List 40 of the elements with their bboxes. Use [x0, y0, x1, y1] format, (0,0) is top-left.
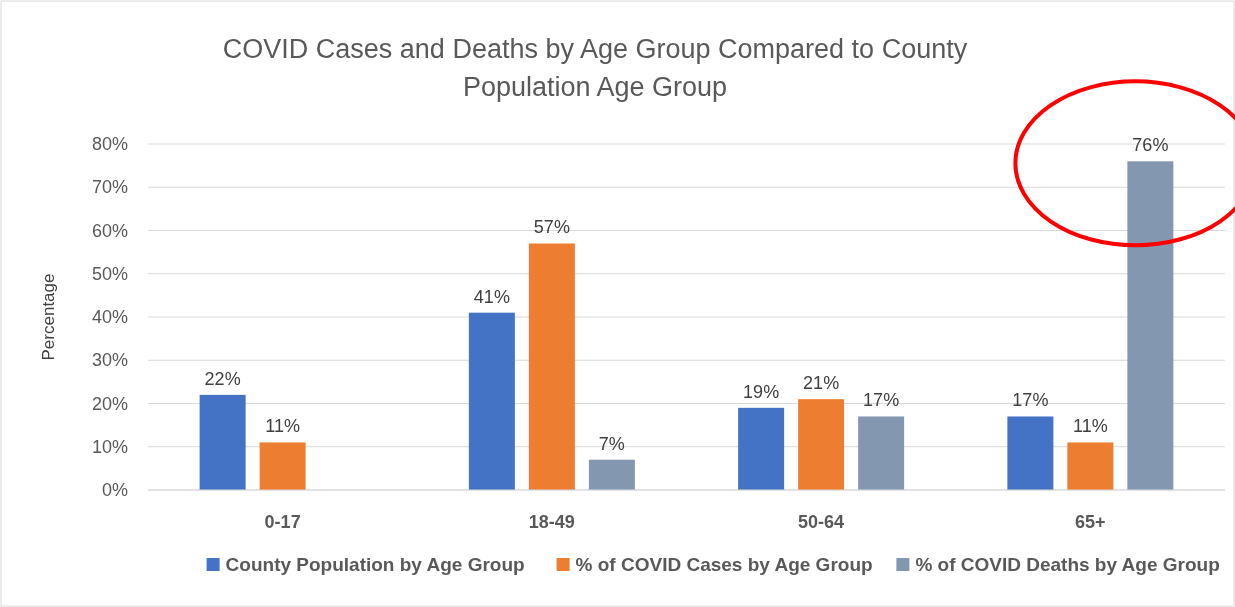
y-tick-label: 0% [101, 480, 128, 500]
x-tick-label: 18-49 [528, 512, 575, 532]
bar [468, 312, 515, 490]
bar [259, 442, 306, 490]
data-label: 22% [204, 368, 241, 389]
bar [738, 407, 785, 490]
legend-label: County Population by Age Group [225, 554, 525, 575]
y-tick-label: 60% [91, 220, 128, 241]
bar [199, 394, 246, 490]
y-tick-label: 80% [91, 134, 128, 154]
data-label: 76% [1132, 135, 1169, 156]
y-tick-label: 10% [91, 436, 128, 457]
bar [1007, 416, 1054, 490]
legend-label: % of COVID Deaths by Age Group [915, 554, 1220, 575]
bar [858, 416, 905, 490]
y-tick-label: 70% [91, 177, 128, 198]
x-tick-label: 0-17 [264, 512, 301, 532]
bar [1067, 442, 1114, 490]
data-label: 21% [803, 373, 840, 394]
y-tick-label: 30% [91, 350, 128, 371]
data-label: 17% [1012, 390, 1049, 411]
data-label: 19% [743, 381, 780, 402]
y-tick-label: 50% [91, 263, 128, 284]
data-label: 17% [863, 390, 900, 411]
x-tick-label: 65+ [1075, 512, 1106, 532]
chart-title: COVID Cases and Deaths by Age Group Compared to County Population Age Group [222, 34, 968, 102]
bar [528, 243, 575, 490]
x-tick-label: 50-64 [798, 512, 845, 532]
data-label: 11% [265, 416, 300, 437]
data-label: 11% [1073, 416, 1108, 437]
data-label: 7% [598, 433, 625, 454]
y-tick-label: 40% [91, 307, 128, 327]
bar [588, 459, 635, 490]
y-axis-title: Percentage [39, 273, 58, 361]
data-label: 57% [533, 217, 570, 238]
y-tick-label: 20% [91, 393, 128, 414]
data-label: 41% [473, 286, 510, 307]
legend-label: % of COVID Cases by Age Group [575, 554, 873, 575]
bar [1127, 161, 1174, 490]
bar [798, 399, 845, 490]
